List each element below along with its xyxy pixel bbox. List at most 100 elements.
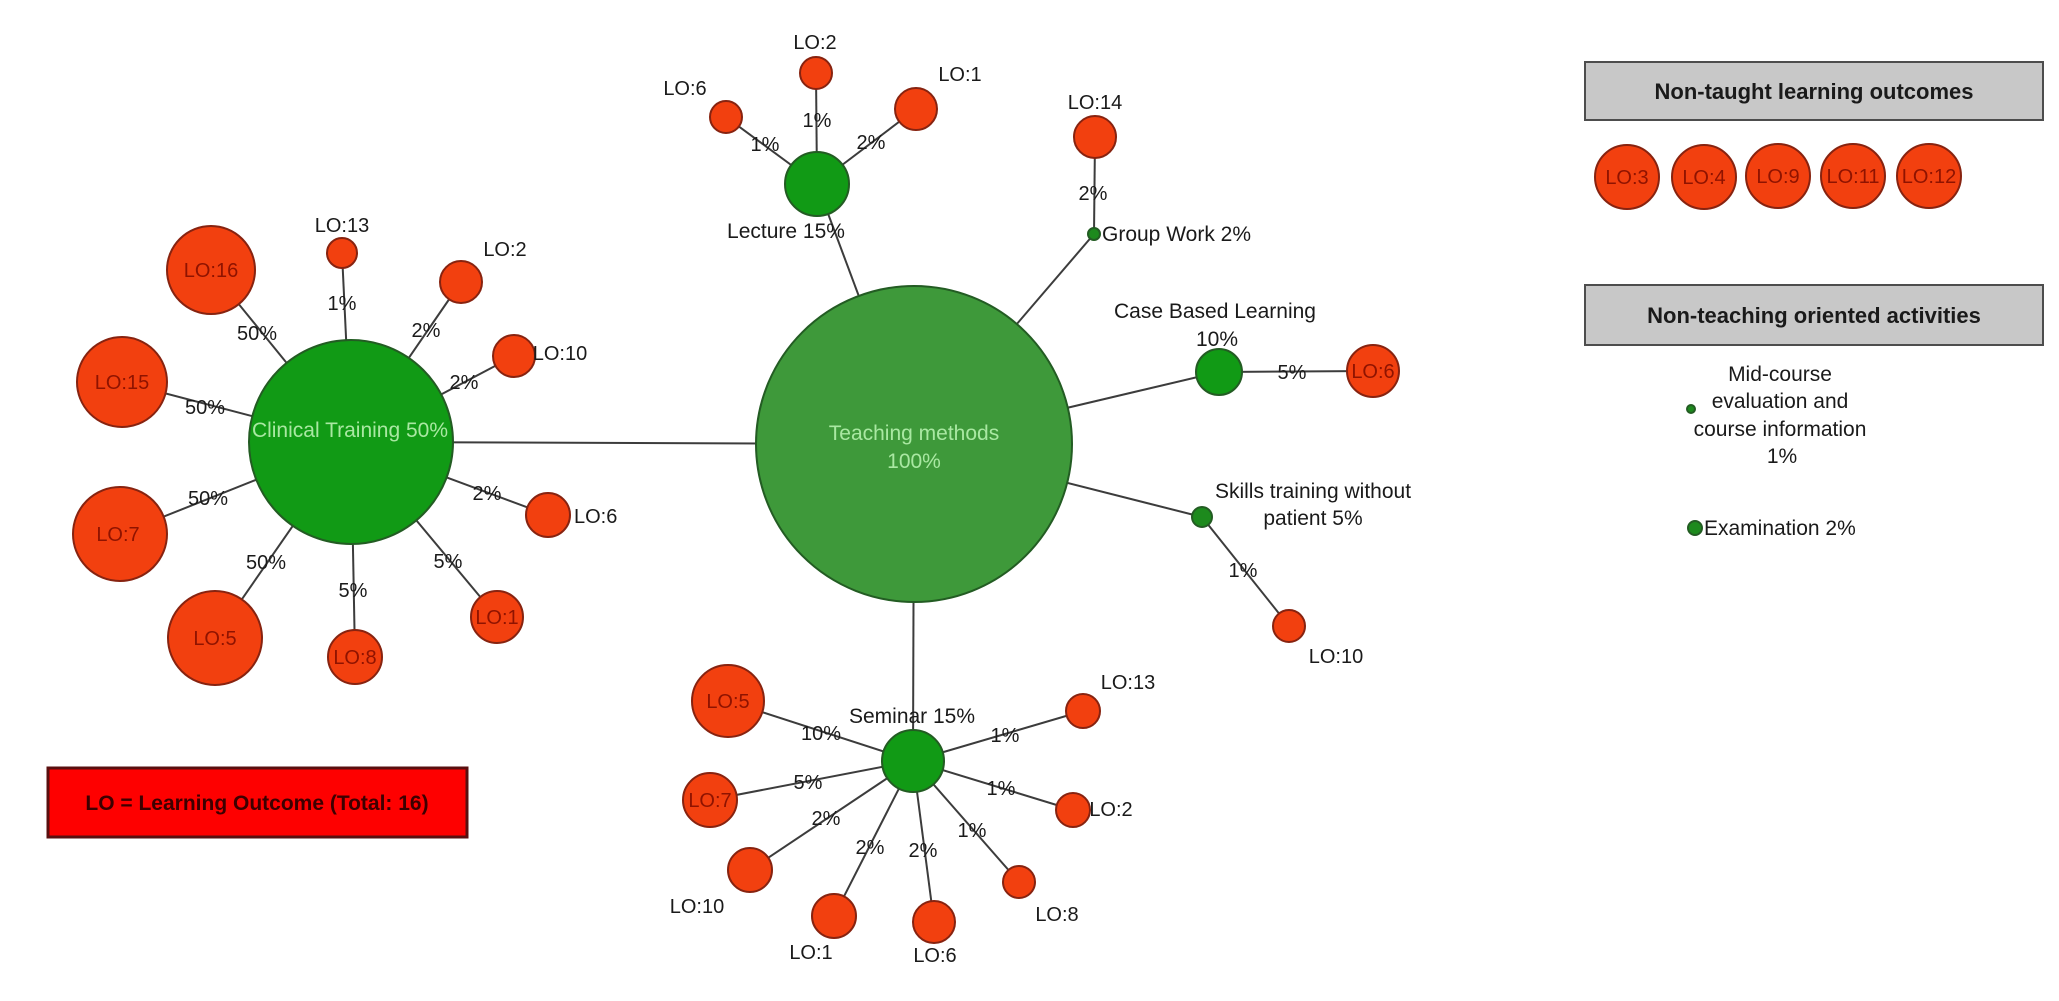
- node-lecture-lo1: [894, 87, 938, 131]
- label-seminar-lo2: LO:2: [1089, 799, 1132, 821]
- node-nontaught-lo12: [1896, 143, 1962, 209]
- non-teaching-panel-title: Non-teaching oriented activities: [1647, 303, 1981, 328]
- label-skills-lo10: LO:10: [1309, 646, 1363, 668]
- label-clinical-lo10: LO:10: [533, 343, 587, 365]
- node-clinical-training: [248, 339, 454, 545]
- edge-label-seminar--seminar-lo6: 2%: [909, 840, 938, 862]
- label-lecture-lo6: LO:6: [663, 78, 706, 100]
- label-clinical-lo1: LO:1: [475, 607, 518, 629]
- label-midcourse-evaluation-dot-line2: evaluation and: [1712, 390, 1849, 413]
- label-seminar-lo7: LO:7: [688, 790, 731, 812]
- edge-skills-training-without-patient--skills-lo10: [1201, 516, 1290, 627]
- label-seminar: Seminar 15%: [849, 705, 975, 728]
- label-clinical-lo16: LO:16: [184, 260, 238, 282]
- node-clinical-lo7: [72, 486, 168, 582]
- label-clinical-lo8: LO:8: [333, 647, 376, 669]
- node-lecture: [784, 151, 850, 217]
- label-nontaught-lo3: LO:3: [1605, 167, 1648, 189]
- label-lecture: Lecture 15%: [727, 220, 845, 243]
- label-clinical-training: Clinical Training 50%: [252, 419, 448, 442]
- node-seminar-lo8: [1002, 865, 1036, 899]
- node-nontaught-lo11: [1820, 143, 1886, 209]
- label-seminar-lo10: LO:10: [670, 896, 724, 918]
- edge-label-clinical-training--clinical-lo5: 50%: [246, 552, 286, 574]
- edge-label-seminar--seminar-lo10: 2%: [812, 808, 841, 830]
- edge-label-case-based-learning--cbl-lo6: 5%: [1278, 362, 1307, 384]
- node-seminar-lo10: [727, 847, 773, 893]
- label-seminar-lo6: LO:6: [913, 945, 956, 967]
- label-teaching-methods-line2: 100%: [887, 450, 941, 473]
- non-taught-panel-title: Non-taught learning outcomes: [1655, 79, 1974, 104]
- edge-label-seminar--seminar-lo1: 2%: [856, 837, 885, 859]
- node-group-work: [1087, 227, 1101, 241]
- node-groupwork-lo14: [1073, 115, 1117, 159]
- node-clinical-lo13: [326, 237, 358, 269]
- node-seminar-lo7: [682, 772, 738, 828]
- edge-seminar--seminar-lo10: [749, 760, 914, 871]
- node-case-based-learning: [1195, 348, 1243, 396]
- edge-label-lecture--lecture-lo2: 1%: [803, 110, 832, 132]
- node-nontaught-lo4: [1671, 144, 1737, 210]
- node-seminar-lo5: [691, 664, 765, 738]
- label-clinical-lo6: LO:6: [574, 506, 617, 528]
- node-clinical-lo5: [167, 590, 263, 686]
- node-lecture-lo2: [799, 56, 833, 90]
- node-seminar: [881, 729, 945, 793]
- non-teaching-panel: [1584, 284, 2044, 346]
- node-lecture-lo6: [709, 100, 743, 134]
- label-nontaught-lo4: LO:4: [1682, 167, 1725, 189]
- edge-label-seminar--seminar-lo7: 5%: [794, 772, 823, 794]
- node-nontaught-lo3: [1594, 144, 1660, 210]
- label-lecture-lo1: LO:1: [938, 64, 981, 86]
- node-midcourse-evaluation-dot: [1686, 404, 1696, 414]
- node-clinical-lo1: [470, 590, 524, 644]
- label-cbl-lo6: LO:6: [1351, 361, 1394, 383]
- label-clinical-lo2: LO:2: [483, 239, 526, 261]
- label-groupwork-lo14: LO:14: [1068, 92, 1122, 114]
- label-midcourse-evaluation-dot: Mid-course: [1728, 363, 1832, 386]
- label-seminar-lo1: LO:1: [789, 942, 832, 964]
- node-nontaught-lo9: [1745, 143, 1811, 209]
- label-nontaught-lo11: LO:11: [1827, 166, 1880, 188]
- lo-key-box: [46, 766, 469, 839]
- edge-label-clinical-training--clinical-lo16: 50%: [237, 323, 277, 345]
- edge-label-skills-training-without-patient--skills-lo10: 1%: [1229, 560, 1258, 582]
- edge-label-seminar--seminar-lo13: 1%: [991, 725, 1020, 747]
- non-taught-panel: [1584, 61, 2044, 121]
- label-seminar-lo13: LO:13: [1101, 672, 1155, 694]
- node-seminar-lo2: [1055, 792, 1091, 828]
- node-clinical-lo15: [76, 336, 168, 428]
- label-nontaught-lo12: LO:12: [1902, 166, 1956, 188]
- node-clinical-lo16: [166, 225, 256, 315]
- node-examination-dot: [1687, 520, 1703, 536]
- edge-label-lecture--lecture-lo6: 1%: [751, 134, 780, 156]
- edge-label-clinical-training--clinical-lo7: 50%: [188, 488, 228, 510]
- edge-label-group-work--groupwork-lo14: 2%: [1079, 183, 1108, 205]
- edge-label-seminar--seminar-lo8: 1%: [958, 820, 987, 842]
- node-clinical-lo10: [492, 334, 536, 378]
- label-clinical-lo5: LO:5: [193, 628, 236, 650]
- label-seminar-lo8: LO:8: [1035, 904, 1078, 926]
- node-cbl-lo6: [1346, 344, 1400, 398]
- edge-label-clinical-training--clinical-lo8: 5%: [339, 580, 368, 602]
- node-clinical-lo2: [439, 260, 483, 304]
- edge-label-clinical-training--clinical-lo2: 2%: [412, 320, 441, 342]
- edge-label-clinical-training--clinical-lo6: 2%: [473, 483, 502, 505]
- label-examination-dot: Examination 2%: [1704, 517, 1856, 540]
- edge-label-lecture--lecture-lo1: 2%: [857, 132, 886, 154]
- label-group-work: Group Work 2%: [1102, 223, 1251, 246]
- edge-label-clinical-training--clinical-lo13: 1%: [328, 293, 357, 315]
- label-teaching-methods: Teaching methods: [829, 422, 999, 445]
- node-clinical-lo6: [525, 492, 571, 538]
- label-skills-training-without-patient: Skills training without: [1215, 480, 1411, 503]
- label-nontaught-lo9: LO:9: [1756, 166, 1799, 188]
- label-case-based-learning-line2: 10%: [1196, 328, 1238, 351]
- node-seminar-lo13: [1065, 693, 1101, 729]
- edge-label-clinical-training--clinical-lo15: 50%: [185, 397, 225, 419]
- edge-label-clinical-training--clinical-lo1: 5%: [434, 551, 463, 573]
- node-skills-lo10: [1272, 609, 1306, 643]
- label-clinical-lo7: LO:7: [96, 524, 139, 546]
- lo-key-text: LO = Learning Outcome (Total: 16): [85, 792, 428, 815]
- node-clinical-lo8: [327, 629, 383, 685]
